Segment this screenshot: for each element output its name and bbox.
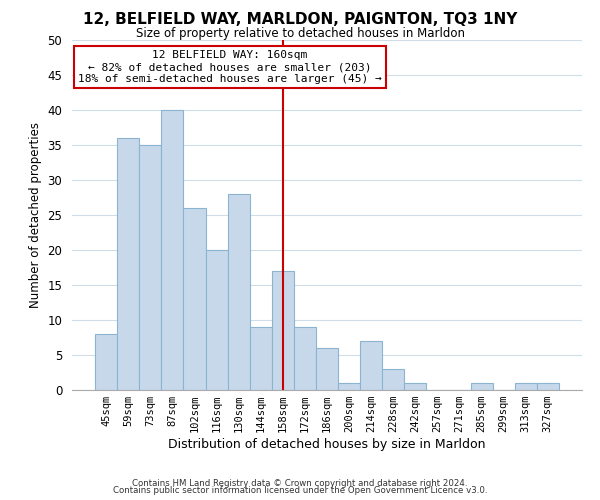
Bar	[537, 383, 559, 390]
Bar	[272, 271, 294, 390]
Y-axis label: Number of detached properties: Number of detached properties	[29, 122, 42, 308]
Text: Contains public sector information licensed under the Open Government Licence v3: Contains public sector information licen…	[113, 486, 487, 495]
Text: Contains HM Land Registry data © Crown copyright and database right 2024.: Contains HM Land Registry data © Crown c…	[132, 478, 468, 488]
Bar	[206, 250, 227, 390]
Bar	[316, 348, 338, 390]
Bar	[404, 383, 427, 390]
Bar	[338, 383, 360, 390]
Bar	[139, 145, 161, 390]
Text: Size of property relative to detached houses in Marldon: Size of property relative to detached ho…	[136, 28, 464, 40]
Bar	[470, 383, 493, 390]
Bar	[227, 194, 250, 390]
Bar	[294, 327, 316, 390]
Bar	[161, 110, 184, 390]
Bar	[95, 334, 117, 390]
Bar	[250, 327, 272, 390]
Bar	[360, 341, 382, 390]
Bar	[117, 138, 139, 390]
Text: 12, BELFIELD WAY, MARLDON, PAIGNTON, TQ3 1NY: 12, BELFIELD WAY, MARLDON, PAIGNTON, TQ3…	[83, 12, 517, 28]
Text: 12 BELFIELD WAY: 160sqm
← 82% of detached houses are smaller (203)
18% of semi-d: 12 BELFIELD WAY: 160sqm ← 82% of detache…	[78, 50, 382, 84]
Bar	[515, 383, 537, 390]
X-axis label: Distribution of detached houses by size in Marldon: Distribution of detached houses by size …	[168, 438, 486, 451]
Bar	[382, 369, 404, 390]
Bar	[184, 208, 206, 390]
